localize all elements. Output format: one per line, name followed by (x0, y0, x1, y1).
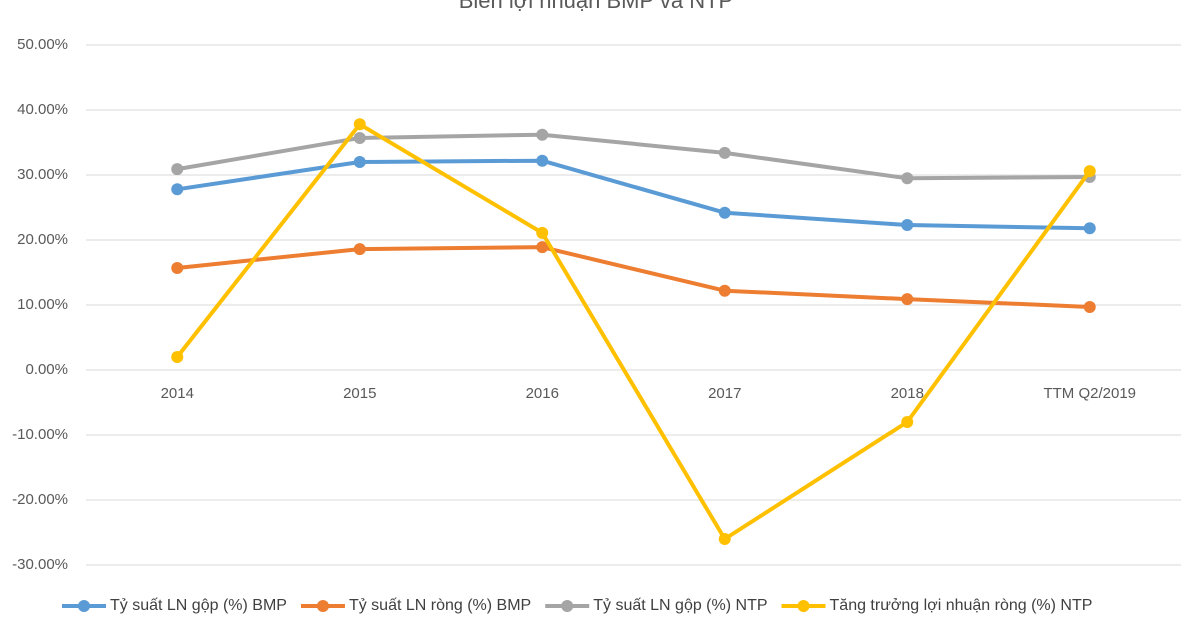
y-tick-label: -10.00% (12, 426, 68, 443)
series-line (177, 245, 1090, 309)
y-tick-label: 10.00% (17, 296, 68, 313)
legend-marker (561, 600, 574, 612)
data-point (536, 226, 549, 239)
legend-marker (78, 600, 90, 612)
x-tick-label: 2015 (343, 385, 376, 402)
y-tick-label: 50.00% (17, 36, 68, 53)
series-line (175, 122, 1092, 541)
data-point (171, 183, 184, 196)
data-point (1083, 222, 1096, 235)
data-point (353, 118, 366, 131)
data-point (901, 293, 914, 306)
data-point (536, 128, 549, 141)
data-point (1083, 300, 1096, 313)
data-point (353, 243, 366, 256)
data-point (718, 533, 731, 545)
data-point (353, 131, 366, 144)
data-point (718, 206, 731, 219)
y-tick-label: 0.00% (25, 361, 68, 378)
data-point (171, 163, 184, 176)
series-line (176, 132, 1090, 181)
data-point (901, 219, 914, 232)
data-point (901, 172, 914, 185)
x-tick-label: TTM Q2/2019 (1043, 385, 1136, 402)
legend-marker (797, 600, 810, 612)
legend-label: Tỷ suất LN gộp (%) BMP (110, 597, 287, 614)
data-point (171, 351, 184, 363)
x-tick-label: 2017 (708, 385, 741, 402)
legend-marker (316, 600, 329, 612)
data-point (718, 284, 731, 297)
plot-area (171, 118, 1096, 545)
data-point (353, 156, 366, 168)
y-tick-label: -20.00% (12, 491, 68, 508)
legend-label: Tăng trưởng lợi nhuận ròng (%) NTP (830, 597, 1093, 614)
data-point (536, 154, 549, 167)
data-point (171, 261, 184, 274)
grid: -30.00% -20.00% -10.00% 0.00% 10.00% 20.00% 30… (12, 36, 1181, 573)
data-point (1083, 165, 1096, 178)
y-tick-label: -30.00% (12, 556, 68, 573)
legend-label: Tỷ suất LN ròng (%) BMP (349, 597, 531, 614)
chart-title: Biên lợi nhuận BMP và NTP (459, 0, 733, 13)
data-point (718, 146, 731, 159)
x-tick-label: 2016 (526, 385, 559, 402)
series-line (176, 158, 1090, 231)
data-point (901, 416, 914, 428)
legend: Tỷ suất LN gộp (%) BMP Tỷ suất LN ròng (%… (62, 597, 1092, 614)
x-tick-label: 2014 (161, 385, 194, 402)
x-tick-label: 2018 (891, 385, 924, 402)
y-tick-label: 30.00% (17, 166, 68, 183)
legend-label: Tỷ suất LN gộp (%) NTP (593, 597, 767, 614)
data-point (536, 241, 549, 254)
y-tick-label: 40.00% (17, 101, 68, 118)
y-tick-label: 20.00% (17, 231, 68, 248)
